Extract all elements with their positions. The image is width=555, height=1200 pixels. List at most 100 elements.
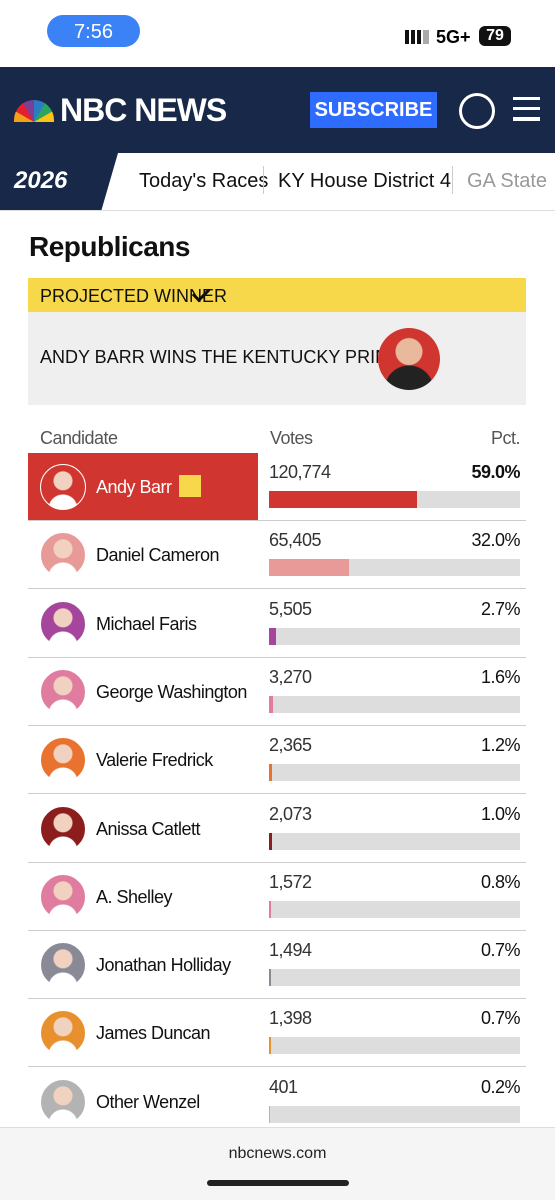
candidate-name: Other Wenzel bbox=[96, 1091, 200, 1112]
percent: 0.2% bbox=[480, 1076, 521, 1097]
candidate-row: George Washington 3,270 1.6% bbox=[28, 658, 526, 726]
bar-track bbox=[269, 832, 520, 850]
divider bbox=[263, 166, 264, 194]
url[interactable]: nbcnews.com bbox=[228, 1145, 327, 1162]
bar bbox=[269, 900, 271, 918]
bar-track bbox=[269, 1037, 520, 1055]
avatar bbox=[40, 737, 86, 784]
menu-icon[interactable] bbox=[513, 97, 540, 121]
candidate-cell: Anissa Catlett bbox=[28, 795, 258, 862]
signal bbox=[405, 30, 429, 44]
avatar bbox=[40, 464, 86, 510]
votes: 3,270 bbox=[269, 666, 312, 687]
percent: 0.7% bbox=[480, 1008, 521, 1029]
candidate-row: Anissa Catlett 2,073 1.0% bbox=[28, 795, 526, 863]
bar bbox=[269, 491, 418, 508]
percent: 59.0% bbox=[471, 462, 520, 482]
votes: 1,572 bbox=[269, 871, 312, 892]
votes: 2,073 bbox=[269, 803, 312, 824]
bar-track bbox=[269, 969, 520, 987]
votes: 1,398 bbox=[269, 1008, 312, 1029]
candidate-name: Anissa Catlett bbox=[96, 818, 201, 839]
candidate-name: Jonathan Holliday bbox=[96, 955, 231, 976]
year-badge[interactable]: 2026 bbox=[14, 167, 68, 194]
winner-text: ANDY BARR WINS THE KENTUCKY PRIMARY bbox=[40, 347, 427, 367]
candidate-row: Other Wenzel 401 0.2% bbox=[28, 1068, 526, 1136]
percent: 0.7% bbox=[480, 940, 521, 961]
avatar bbox=[40, 668, 86, 715]
bar bbox=[269, 559, 350, 577]
account-icon[interactable] bbox=[459, 93, 495, 129]
bar-track bbox=[269, 627, 520, 645]
candidate-cell: James Duncan bbox=[28, 999, 258, 1066]
divider bbox=[452, 166, 453, 194]
avatar bbox=[40, 805, 86, 852]
bar bbox=[269, 832, 272, 850]
winner-check bbox=[179, 475, 201, 497]
logo[interactable]: NBC NEWS bbox=[60, 92, 227, 128]
time: 7:56 bbox=[74, 21, 113, 43]
avatar bbox=[40, 942, 86, 989]
candidate-row: Michael Faris 5,505 2.7% bbox=[28, 590, 526, 658]
bar-track bbox=[269, 491, 520, 508]
candidate-row: A. Shelley 1,572 0.8% bbox=[28, 863, 526, 931]
candidate-row: Andy Barr 120,774 59.0% bbox=[28, 453, 526, 521]
candidate-cell: Valerie Fredrick bbox=[28, 726, 258, 793]
candidate-name: Valerie Fredrick bbox=[96, 750, 213, 771]
percent: 2.7% bbox=[480, 598, 521, 619]
candidate-cell: George Washington bbox=[28, 658, 258, 725]
bar bbox=[269, 764, 272, 782]
candidate-row: Valerie Fredrick 2,365 1.2% bbox=[28, 726, 526, 795]
time-pill bbox=[47, 15, 140, 47]
avatar bbox=[40, 1078, 86, 1125]
votes: 120,774 bbox=[269, 462, 331, 482]
votes: 1,494 bbox=[269, 940, 312, 961]
bar-track bbox=[269, 559, 520, 577]
votes: 401 bbox=[269, 1076, 298, 1097]
percent: 1.2% bbox=[480, 735, 521, 756]
bar bbox=[269, 627, 276, 645]
network: 5G+ bbox=[436, 27, 471, 47]
winner-photo bbox=[378, 328, 440, 390]
column-header: Candidate bbox=[40, 428, 118, 448]
browser-bar bbox=[0, 1127, 555, 1200]
bar bbox=[269, 1037, 271, 1055]
candidate-name: George Washington bbox=[96, 681, 247, 702]
candidate-name: Andy Barr bbox=[96, 477, 172, 497]
bar-track bbox=[269, 1105, 520, 1123]
candidate-cell: Michael Faris bbox=[28, 590, 258, 657]
bar-track bbox=[269, 695, 520, 713]
candidate-cell: Jonathan Holliday bbox=[28, 931, 258, 998]
section-title: Republicans bbox=[29, 231, 190, 262]
candidate-name: Daniel Cameron bbox=[96, 545, 220, 566]
votes: 5,505 bbox=[269, 598, 312, 619]
column-header: Votes bbox=[270, 428, 313, 448]
votes: 2,365 bbox=[269, 735, 312, 756]
banner-text: PROJECTED WINNER bbox=[40, 286, 228, 306]
subnav-link[interactable]: KY House District 4 bbox=[278, 170, 452, 192]
bar bbox=[269, 695, 274, 713]
candidate-cell: A. Shelley bbox=[28, 863, 258, 930]
avatar bbox=[40, 532, 86, 579]
bar bbox=[269, 1105, 270, 1123]
percent: 0.8% bbox=[480, 871, 521, 892]
peacock-logo bbox=[14, 100, 54, 122]
subscribe-button[interactable]: SUBSCRIBE bbox=[310, 92, 437, 128]
bar-track bbox=[269, 900, 520, 918]
home-indicator bbox=[207, 1180, 349, 1186]
candidate-name: A. Shelley bbox=[96, 886, 173, 907]
candidate-row: James Duncan 1,398 0.7% bbox=[28, 999, 526, 1068]
avatar bbox=[40, 1010, 86, 1057]
candidate-name: James Duncan bbox=[96, 1023, 211, 1044]
avatar bbox=[40, 873, 86, 920]
winner-box bbox=[28, 312, 526, 405]
votes: 65,405 bbox=[269, 530, 322, 551]
percent: 32.0% bbox=[471, 530, 520, 551]
banner bbox=[28, 278, 526, 312]
subnav-link[interactable]: Today's Races bbox=[139, 170, 269, 192]
bar bbox=[269, 969, 271, 987]
candidate-cell: Other Wenzel bbox=[28, 1068, 258, 1135]
subnav-link[interactable]: GA State bbox=[467, 170, 548, 192]
candidate-name: Michael Faris bbox=[96, 613, 197, 634]
